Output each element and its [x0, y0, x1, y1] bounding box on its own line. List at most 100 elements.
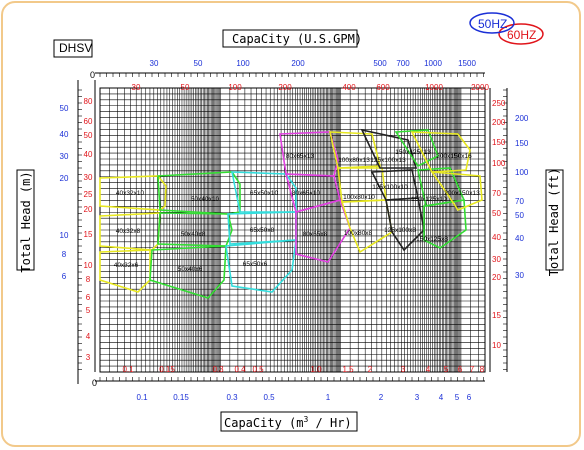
top-axis-60hz-tick-label: 1000 [425, 83, 443, 92]
left-axis-50hz-tick-label: 40 [60, 130, 69, 139]
left-axis-60hz-tick-label: 40 [84, 150, 93, 159]
pump-region-label: 125x100x13 [370, 157, 406, 164]
top-axis-label: CapaCity (U.S.GPM) [232, 32, 362, 46]
left-axis-60hz-tick-label: 30 [84, 173, 93, 182]
left-axis-50hz-tick-label: 10 [60, 231, 69, 240]
right-axis-60hz-tick-label: 70 [492, 189, 501, 198]
right-axis-50hz-tick-label: 30 [515, 271, 524, 280]
top-axis-50hz-tick-label: 1500 [458, 59, 476, 68]
pump-region-65x50x6 [225, 239, 297, 293]
bottom-axis-50hz-tick-label: 5 [455, 393, 460, 402]
bottom-axis-60hz-tick-label: 0.15 [159, 365, 175, 374]
right-axis-50hz-tick-label: 100 [515, 168, 529, 177]
pump-region-label: 125x100x10 [372, 184, 408, 191]
pump-region-40x32x6 [99, 249, 151, 293]
pump-region-200x150x13 [430, 171, 483, 211]
right-axis-60hz-tick-label: 10 [492, 341, 501, 350]
top-axis-50hz-tick-label: 700 [396, 59, 410, 68]
left-axis-50hz-tick-label: 30 [60, 152, 69, 161]
bottom-axis-50hz-tick-label: 0.3 [226, 393, 238, 402]
top-axis-60hz-tick-label: 2000 [471, 83, 489, 92]
left-axis-50hz-tick-label: 8 [62, 250, 67, 259]
right-axis-60hz-tick-label: 200 [492, 118, 506, 127]
left-axis-60hz-tick-label: 50 [84, 131, 93, 140]
legend-60hz-label: 60HZ [507, 28, 536, 42]
pump-region-label: 40x32x6 [114, 262, 139, 269]
pump-region-50x40x10 [157, 171, 241, 215]
right-axis-60hz-tick-label: 20 [492, 273, 501, 282]
right-axis-50hz-tick-label: 200 [515, 114, 529, 123]
right-axis-60hz-tick-label: 40 [492, 233, 501, 242]
bottom-axis-50hz-tick-label: 6 [467, 393, 472, 402]
pump-region-label: 200x150x16 [436, 153, 472, 160]
bottom-axis-50hz-tick-label: 1 [326, 393, 331, 402]
pump-region-80x65x13 [279, 131, 339, 177]
bottom-axis-50hz-tick-label: 0.5 [263, 393, 275, 402]
chart-title: DHSV [59, 41, 92, 55]
bottom-axis-50hz-tick-label: 2 [379, 393, 384, 402]
pump-region-125x100x13 [360, 128, 418, 169]
bottom-axis-60hz-tick-label: 2 [368, 365, 373, 374]
right-axis-60hz-tick-label: 150 [492, 138, 506, 147]
bottom-axis-label-box [220, 411, 358, 432]
right-axis-label: Total Head (ft) [547, 168, 561, 276]
pump-region-label: 50x40x8 [181, 231, 206, 238]
pump-region-label: 100x80x13 [338, 157, 370, 164]
pump-region-label: 50x40x6 [178, 266, 203, 273]
pump-region-label: 100x80x8 [344, 230, 373, 237]
pump-region-label: 40x32x8 [116, 228, 141, 235]
bottom-axis-60hz-tick-label: 0.1 [122, 365, 134, 374]
left-axis-50hz-tick-label: 6 [62, 272, 67, 281]
bottom-axis-50hz-tick-label: 4 [439, 393, 444, 402]
bottom-axis-60hz-tick-label: 0.3 [212, 365, 224, 374]
pump-region-100x80x13 [328, 131, 382, 169]
left-axis-60hz-tick-label: 3 [86, 353, 91, 362]
x-axis-origin-label: 0 [92, 378, 97, 388]
pump-region-80x65x8 [295, 199, 351, 263]
bottom-axis-60hz-tick-label: 6 [458, 365, 463, 374]
pump-region-125x100x8 [385, 197, 425, 252]
top-axis-60hz-tick-label: 400 [342, 83, 356, 92]
pump-region-label: 65x50x8 [250, 227, 275, 234]
pump-region-label: 100x80x10 [343, 194, 375, 201]
top-axis-50hz-tick-label: 30 [150, 59, 159, 68]
legend-60hz-ellipse [498, 23, 544, 45]
left-axis-60hz-tick-label: 15 [84, 230, 93, 239]
grid [99, 87, 486, 373]
left-axis-60hz-tick-label: 5 [86, 306, 91, 315]
left-axis-60hz-tick-label: 25 [84, 190, 93, 199]
top-axis-50hz-tick-label: 500 [373, 59, 387, 68]
pump-region-150x125x13 [394, 129, 440, 168]
pump-region-65x50x10 [231, 171, 297, 213]
bottom-axis-label: CapaCity (m3 / Hr) [224, 415, 352, 430]
pump-region-label: 150x125x8 [416, 236, 448, 243]
left-axis-60hz-tick-label: 8 [86, 275, 91, 284]
axes [77, 72, 508, 384]
left-axis-50hz-tick-label: 20 [60, 174, 69, 183]
top-axis-50hz-tick-label: 1000 [424, 59, 442, 68]
bottom-axis-60hz-tick-label: 1.0 [310, 365, 322, 374]
bottom-axis-60hz-tick-label: 8 [480, 365, 485, 374]
bottom-axis-50hz-tick-label: 0.15 [173, 393, 189, 402]
top-axis-60hz-tick-label: 30 [132, 83, 141, 92]
left-axis-60hz-tick-label: 4 [86, 332, 91, 341]
left-axis-label: Total Head (m) [19, 171, 33, 272]
right-axis-60hz-tick-label: 15 [492, 311, 501, 320]
right-axis-60hz-tick-label: 100 [492, 159, 506, 168]
pump-region-label: 150x125x13 [395, 149, 431, 156]
right-axis-50hz-tick-label: 150 [515, 139, 529, 148]
pump-region-label: 200x150x13 [444, 190, 480, 197]
pump-region-label: 80x65x8 [303, 231, 328, 238]
bottom-axis-60hz-tick-label: 4 [426, 365, 431, 374]
right-axis-60hz-tick-label: 50 [492, 209, 501, 218]
right-axis-50hz-tick-label: 70 [515, 197, 524, 206]
pump-region-40x32x8 [99, 212, 161, 251]
right-axis-60hz-tick-label: 250 [492, 99, 506, 108]
pump-region-label: 150x125x10 [411, 196, 447, 203]
left-axis-60hz-tick-label: 60 [84, 117, 93, 126]
right-axis-50hz-tick-label: 50 [515, 211, 524, 220]
bottom-axis-60hz-tick-label: 3 [401, 365, 406, 374]
top-axis-60hz-tick-label: 100 [228, 83, 242, 92]
